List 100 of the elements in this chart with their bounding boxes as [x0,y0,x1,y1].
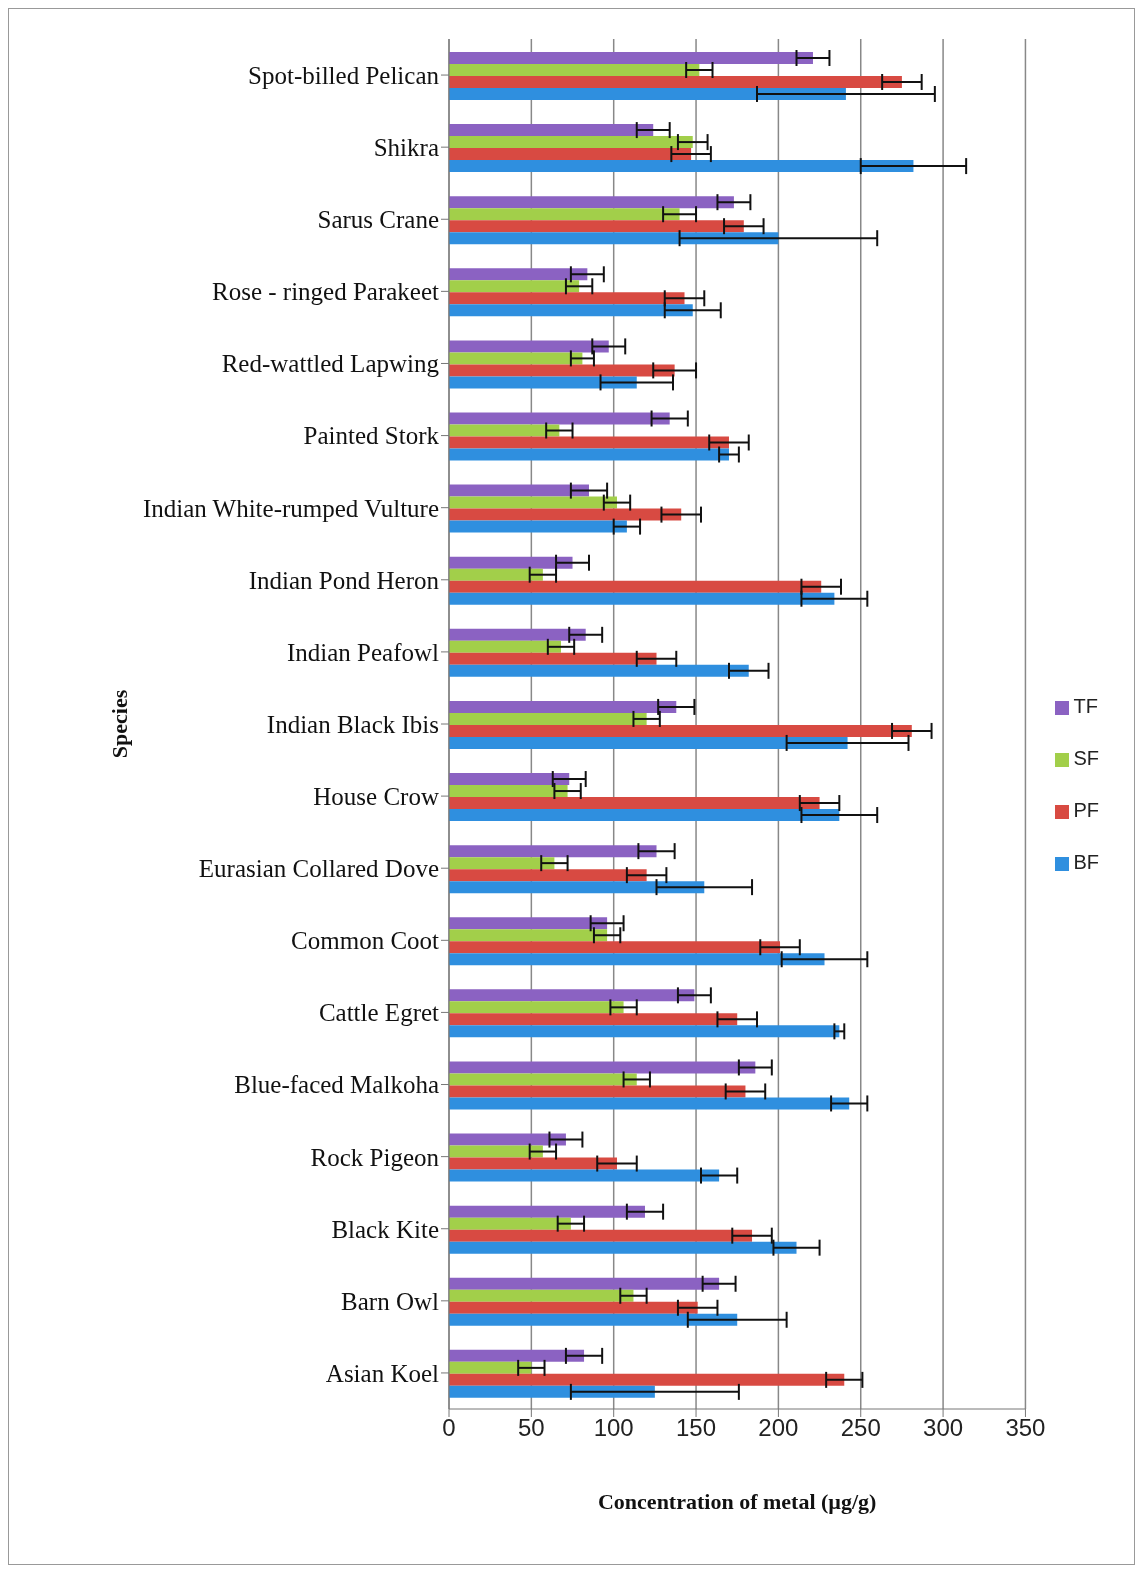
bar [449,1157,617,1170]
y-tick-label: Indian Pond Heron [248,566,440,594]
y-tick-label: Indian Black Ibis [266,710,439,738]
y-tick-label: Shikra [373,134,439,162]
bar [449,1241,797,1254]
y-tick-label: Cattle Egret [318,999,440,1027]
bar [449,424,560,437]
bar [449,917,608,930]
bar [449,364,675,377]
bar [449,664,749,677]
bar [449,736,848,749]
y-tick-label: Indian White-rumped Vulture [142,494,439,522]
bar [449,508,682,521]
bar [449,773,570,786]
bar [449,1373,845,1386]
bar [449,797,820,810]
bar [449,556,573,569]
bar [449,268,588,281]
bar [449,196,734,209]
bar [449,568,543,581]
bar [449,448,729,461]
x-tick-label: 100 [593,1414,634,1442]
bar [449,232,779,245]
y-tick-label: Asian Koel [325,1359,440,1387]
bar [449,51,813,64]
bar [449,436,729,449]
bar [449,220,744,233]
y-tick-label: Sarus Crane [317,206,439,234]
bar [449,700,677,713]
bar [449,845,657,858]
bar [449,989,695,1002]
legend-label: PF [1073,799,1099,821]
x-tick-label: 300 [923,1414,964,1442]
bar [449,1061,756,1074]
bar [449,1145,543,1158]
bar [449,1085,746,1098]
bar [449,869,647,882]
bar [449,124,654,137]
y-tick-label: Rose - ringed Parakeet [211,278,440,306]
bar [449,136,693,149]
bar [449,75,902,88]
y-tick-label: Common Coot [291,927,440,955]
bar [449,1313,738,1326]
y-tick-label: Barn Owl [341,1287,440,1315]
x-tick-label: 250 [840,1414,881,1442]
bar [449,412,670,425]
bar [449,352,583,365]
bar [449,208,680,221]
y-tick-label: Spot-billed Pelican [248,61,440,89]
bar [449,592,835,605]
bar [449,63,700,76]
bar [449,1289,634,1302]
bar [449,520,627,533]
legend-label: TF [1073,695,1098,717]
bar [449,1385,655,1398]
bar [449,1073,637,1086]
bar [449,1025,840,1038]
x-axis-title: Concentration of metal (µg/g) [597,1489,877,1514]
bar [449,580,822,593]
bar [449,1205,645,1218]
bar [449,1229,753,1242]
bar [449,160,914,173]
bar [449,484,589,497]
y-axis-title: Species [106,689,132,759]
legend-label: SF [1073,747,1099,769]
bar [449,1349,585,1362]
x-tick-label: 150 [676,1414,717,1442]
bar [449,724,912,737]
bar [449,640,561,653]
bar [449,953,825,966]
y-tick-label: Painted Stork [303,422,440,450]
x-tick-label: 350 [1005,1414,1046,1442]
bar [449,376,637,389]
bar [449,87,846,100]
bar [449,1361,532,1374]
bar [449,941,781,954]
y-tick-label: Indian Peafowl [286,638,440,666]
bar [449,628,586,641]
x-tick-label: 0 [442,1414,456,1442]
bar [449,1169,720,1182]
y-tick-label: Red-wattled Lapwing [221,350,440,378]
bar [449,148,692,161]
bar [449,340,609,353]
bar [449,1301,698,1314]
bar [449,881,705,894]
bar [449,1217,571,1230]
x-tick-label: 200 [758,1414,799,1442]
bar [449,652,657,665]
x-tick-label: 50 [518,1414,545,1442]
bar [449,280,580,293]
bar [449,292,685,305]
bar [449,1013,738,1026]
bar [449,1133,566,1146]
bar [449,1097,850,1110]
y-tick-label: Rock Pigeon [310,1143,440,1171]
bar [449,304,693,317]
bar [449,929,608,942]
bar [449,785,568,798]
legend-label: BF [1073,851,1099,873]
bar [449,496,617,509]
